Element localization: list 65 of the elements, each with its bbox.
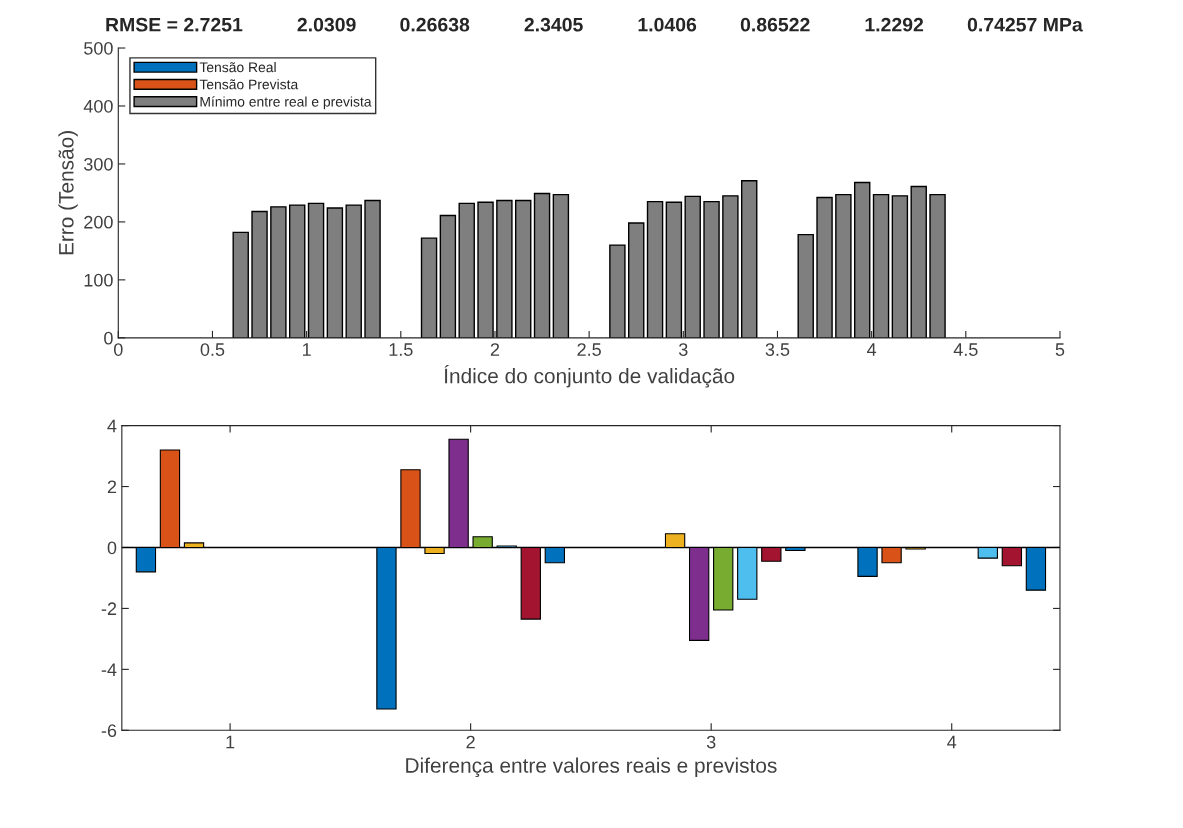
bar [646, 200, 664, 338]
x-tick-label: 3.5 [765, 343, 790, 356]
bar [797, 233, 814, 338]
bar [627, 222, 645, 338]
bar [307, 202, 325, 338]
x-tick-label: 3 [706, 735, 716, 749]
x-tick-label: 1 [226, 735, 235, 749]
bar [703, 200, 720, 338]
x-tick-label: 2.5 [577, 343, 601, 356]
y-tick-label: 200 [84, 215, 113, 229]
x-tick-label: 1 [302, 343, 311, 356]
x-tick-label: 1.5 [389, 343, 413, 356]
bar [477, 201, 494, 338]
y-tick-label: 300 [84, 157, 113, 171]
y-tick-label: 0 [104, 331, 113, 345]
x-tick-label: 4 [867, 343, 877, 356]
bar [345, 204, 362, 338]
x-tick-label: 5 [1055, 343, 1065, 356]
bar [326, 207, 344, 338]
bar [684, 195, 701, 338]
bar [232, 231, 249, 338]
bar [420, 237, 438, 338]
bar [270, 206, 287, 338]
bar [288, 204, 306, 338]
bar [251, 210, 268, 338]
bar [722, 195, 739, 338]
bar [552, 193, 570, 338]
legend-label: Tensão Prevista [199, 79, 299, 90]
x-axis-title: Índice do conjunto de validação [444, 365, 735, 388]
bar [891, 195, 909, 338]
bar [816, 196, 833, 338]
bar [929, 193, 946, 338]
x-tick-label: 2 [466, 735, 475, 749]
y-tick-label: 400 [83, 99, 113, 113]
y-tick-label: 100 [84, 273, 113, 287]
bar [835, 193, 852, 338]
bar [514, 199, 532, 338]
x-tick-label: 2 [490, 343, 500, 356]
x-tick-label: 3 [678, 343, 688, 356]
legend-label: Tensão Real [199, 62, 276, 73]
bar [364, 199, 381, 338]
y-tick-label: 0 [107, 541, 117, 555]
x-axis-title: Diferença entre valores reais e previstos [406, 757, 777, 778]
bar [496, 199, 513, 338]
bar [533, 192, 551, 338]
x-tick-label: 0.5 [200, 343, 225, 356]
bar [609, 244, 626, 338]
bar [853, 181, 871, 338]
y-tick-label: 500 [84, 41, 113, 55]
y-axis-title: Erro (Tensão) [58, 131, 78, 255]
bar [458, 202, 475, 338]
y-tick-label: -2 [101, 602, 117, 615]
y-tick-label: -4 [101, 663, 117, 676]
x-tick-label: 4 [947, 735, 957, 749]
bar [740, 180, 758, 338]
bar [872, 193, 890, 338]
x-tick-label: 4.5 [953, 343, 978, 356]
chart-title: RMSE = 2.7251 2.0309 0.26638 2.3405 1.0406 0.86522 1.2292 0.74257 MPa [106, 17, 1083, 32]
y-tick-label: 4 [107, 419, 117, 433]
bar [665, 201, 683, 338]
y-tick-label: 2 [107, 480, 117, 494]
bar [439, 214, 457, 338]
bar [910, 185, 927, 338]
y-tick-label: -6 [101, 724, 117, 738]
legend-label: Mínimo entre real e prevista [200, 96, 372, 110]
